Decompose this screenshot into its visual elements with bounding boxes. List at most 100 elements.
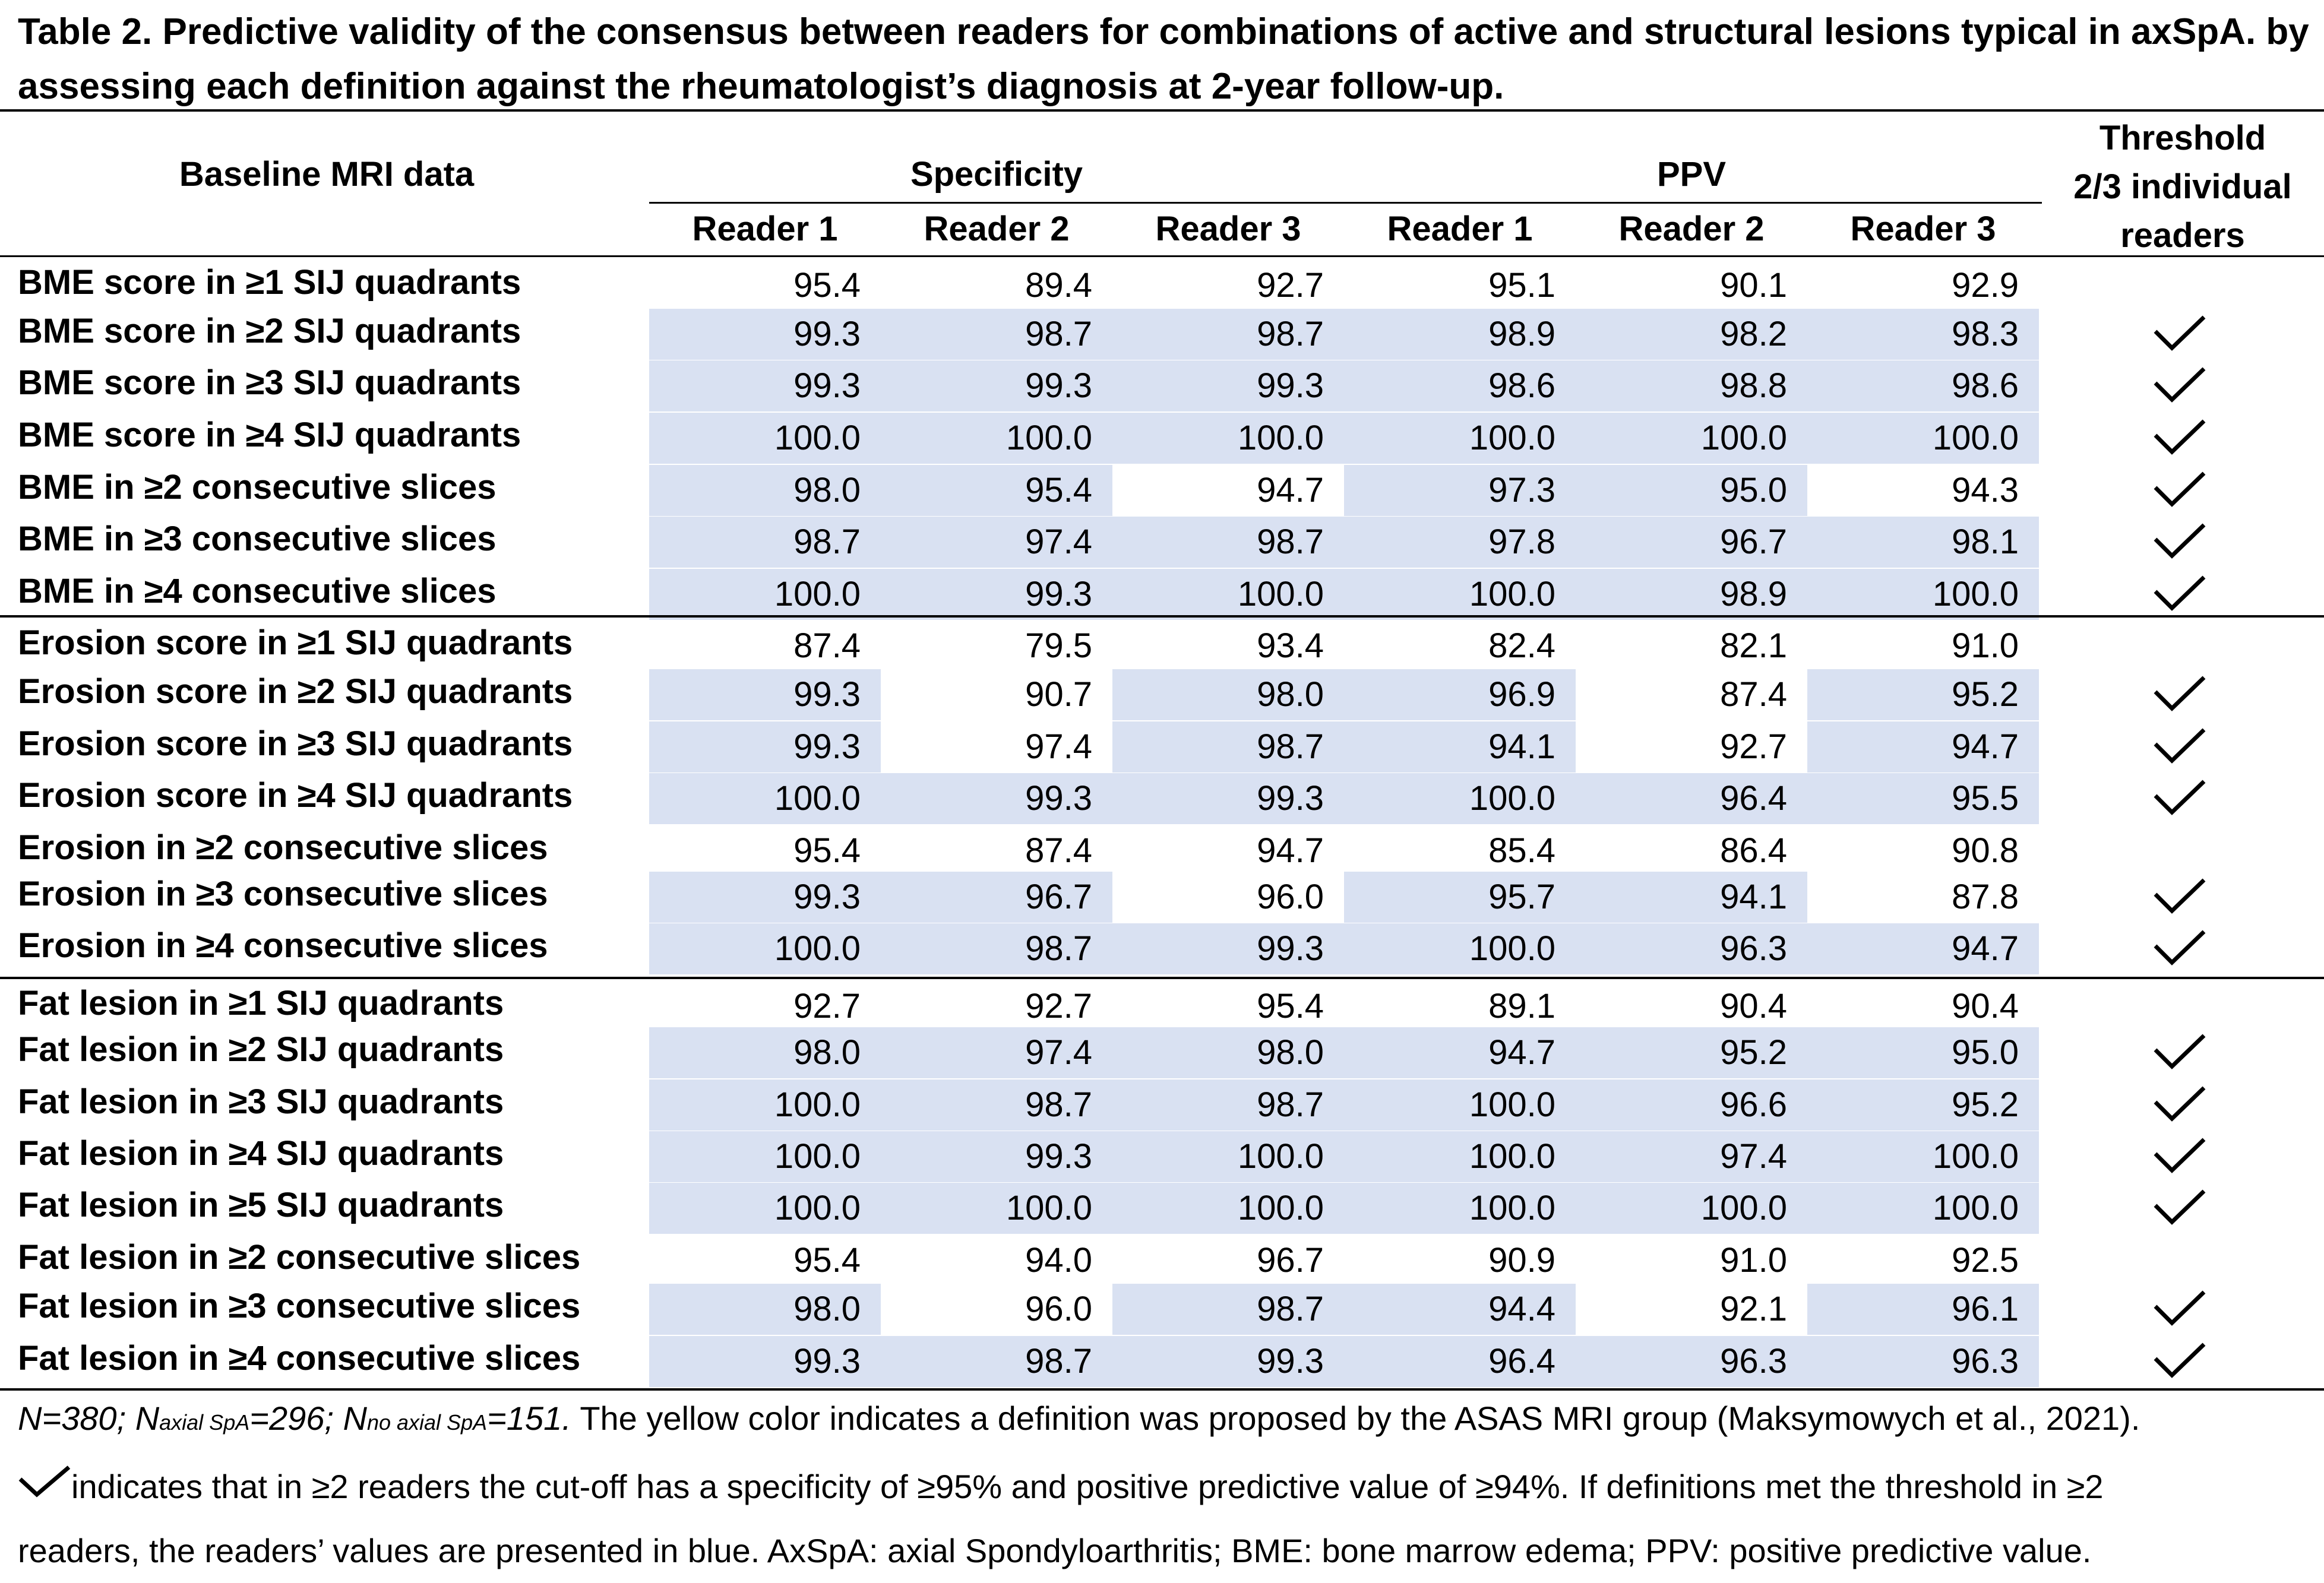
table-cell: 96.6 (1576, 1079, 1807, 1131)
row-label: Fat lesion in ≥3 consecutive slices (18, 1287, 581, 1325)
table-cell: 100.0 (1112, 1183, 1344, 1234)
table-cell: 98.7 (649, 517, 881, 568)
table-cell: 98.7 (881, 1336, 1112, 1387)
table-cell: 100.0 (1344, 1183, 1576, 1234)
table-cell: 98.7 (881, 1079, 1112, 1131)
check-icon (2154, 1086, 2206, 1122)
table-cell: 87.4 (793, 626, 861, 665)
table-cell: 96.7 (1576, 517, 1807, 568)
table-cell: 100.0 (649, 1183, 881, 1234)
table-cell: 95.0 (1576, 465, 1807, 516)
check-icon (2154, 728, 2206, 764)
table-cell: 87.8 (1952, 878, 2019, 916)
table-cell: 99.3 (649, 1336, 881, 1387)
header-threshold: Threshold 2/3 individual readers (2043, 114, 2322, 260)
table-cell: 100.0 (649, 773, 881, 824)
table-cell: 100.0 (1576, 1183, 1807, 1234)
row-label: Fat lesion in ≥5 SIJ quadrants (18, 1186, 504, 1224)
table-cell: 96.4 (1576, 773, 1807, 824)
header-threshold-line1: Threshold (2099, 119, 2266, 157)
row-label: BME score in ≥2 SIJ quadrants (18, 312, 521, 350)
table-cell: 89.1 (1488, 987, 1555, 1025)
table-cell: 99.3 (1112, 1336, 1344, 1387)
table-cell: 95.4 (793, 266, 861, 305)
table-cell: 96.3 (1807, 1336, 2039, 1387)
header-reader-spec-2: Reader 2 (924, 210, 1070, 248)
table-cell: 99.3 (649, 360, 881, 411)
table-cell: 97.4 (1025, 727, 1092, 766)
row-label: BME in ≥3 consecutive slices (18, 520, 497, 558)
row-label: Erosion score in ≥4 SIJ quadrants (18, 776, 573, 815)
table-cell: 97.4 (881, 517, 1112, 568)
header-reader-spec-1: Reader 1 (692, 210, 838, 248)
table-cell: 98.7 (1112, 1284, 1344, 1335)
table-cell: 95.2 (1807, 669, 2039, 720)
row-label: Erosion in ≥2 consecutive slices (18, 828, 548, 867)
table-cell: 100.0 (1112, 413, 1344, 464)
footnote-line2: indicates that in ≥2 readers the cut-off… (18, 1455, 2310, 1519)
table-cell: 98.7 (1112, 309, 1344, 360)
table-cell: 95.7 (1344, 872, 1576, 923)
check-icon (2154, 575, 2206, 611)
table-cell: 98.0 (649, 1284, 881, 1335)
row-label: Fat lesion in ≥4 consecutive slices (18, 1339, 581, 1378)
table-cell: 96.3 (1576, 1336, 1807, 1387)
bottom-rule (0, 1388, 2324, 1391)
table-cell: 92.9 (1952, 266, 2019, 305)
table-cell: 92.7 (1257, 266, 1324, 305)
table-cell: 97.4 (881, 1027, 1112, 1078)
table-cell: 95.4 (793, 831, 861, 870)
table-cell: 94.7 (1257, 831, 1324, 870)
table-cell: 95.4 (1257, 987, 1324, 1025)
check-icon (2154, 523, 2206, 559)
table-cell: 98.1 (1807, 517, 2039, 568)
row-label: BME score in ≥4 SIJ quadrants (18, 416, 521, 454)
table-cell: 100.0 (1807, 1183, 2039, 1234)
footnote-n-axial-val: =296; N (249, 1400, 367, 1437)
table-cell: 90.1 (1720, 266, 1787, 305)
table-cell: 100.0 (1807, 569, 2039, 620)
check-icon (2154, 419, 2206, 455)
table-cell: 100.0 (1807, 1131, 2039, 1182)
table-cell: 100.0 (1807, 413, 2039, 464)
table-cell: 100.0 (1344, 569, 1576, 620)
header-specificity: Specificity (910, 155, 1083, 194)
row-label: Fat lesion in ≥3 SIJ quadrants (18, 1082, 504, 1121)
table-cell: 98.6 (1344, 360, 1576, 411)
table-cell: 95.4 (881, 465, 1112, 516)
table-cell: 98.9 (1344, 309, 1576, 360)
row-label: BME score in ≥3 SIJ quadrants (18, 363, 521, 402)
table-cell: 98.9 (1576, 569, 1807, 620)
table-cell: 96.1 (1807, 1284, 2039, 1335)
table-cell: 98.0 (1112, 669, 1344, 720)
footnote-n-noaxial-val: =151. (487, 1400, 571, 1437)
table-cell: 95.4 (793, 1241, 861, 1280)
table-cell: 82.1 (1720, 626, 1787, 665)
table-cell: 90.8 (1952, 831, 2019, 870)
table-cell: 96.0 (1025, 1290, 1092, 1328)
table-cell: 98.8 (1576, 360, 1807, 411)
check-icon (18, 1465, 71, 1497)
table-cell: 90.7 (1025, 675, 1092, 714)
row-label: BME in ≥4 consecutive slices (18, 572, 497, 610)
table-cell: 99.3 (881, 1131, 1112, 1182)
table-cell: 99.3 (1112, 923, 1344, 974)
table-cell: 100.0 (649, 569, 881, 620)
top-rule (0, 109, 2324, 112)
table-cell: 98.7 (881, 309, 1112, 360)
table-cell: 94.0 (1025, 1241, 1092, 1280)
table-cell: 100.0 (1344, 923, 1576, 974)
table-cell: 97.8 (1344, 517, 1576, 568)
table-cell: 93.4 (1257, 626, 1324, 665)
table-cell: 98.7 (1112, 517, 1344, 568)
footnote-n-noaxial-sub: no axial SpA (366, 1410, 488, 1435)
table-cell: 92.7 (1720, 727, 1787, 766)
header-rule (0, 255, 2324, 257)
table-cell: 92.7 (793, 987, 861, 1025)
header-threshold-line2: 2/3 individual (2073, 167, 2292, 206)
header-threshold-line3: readers (2120, 216, 2245, 255)
table-cell: 98.3 (1807, 309, 2039, 360)
row-label: Erosion score in ≥3 SIJ quadrants (18, 724, 573, 763)
table-cell: 95.1 (1488, 266, 1555, 305)
